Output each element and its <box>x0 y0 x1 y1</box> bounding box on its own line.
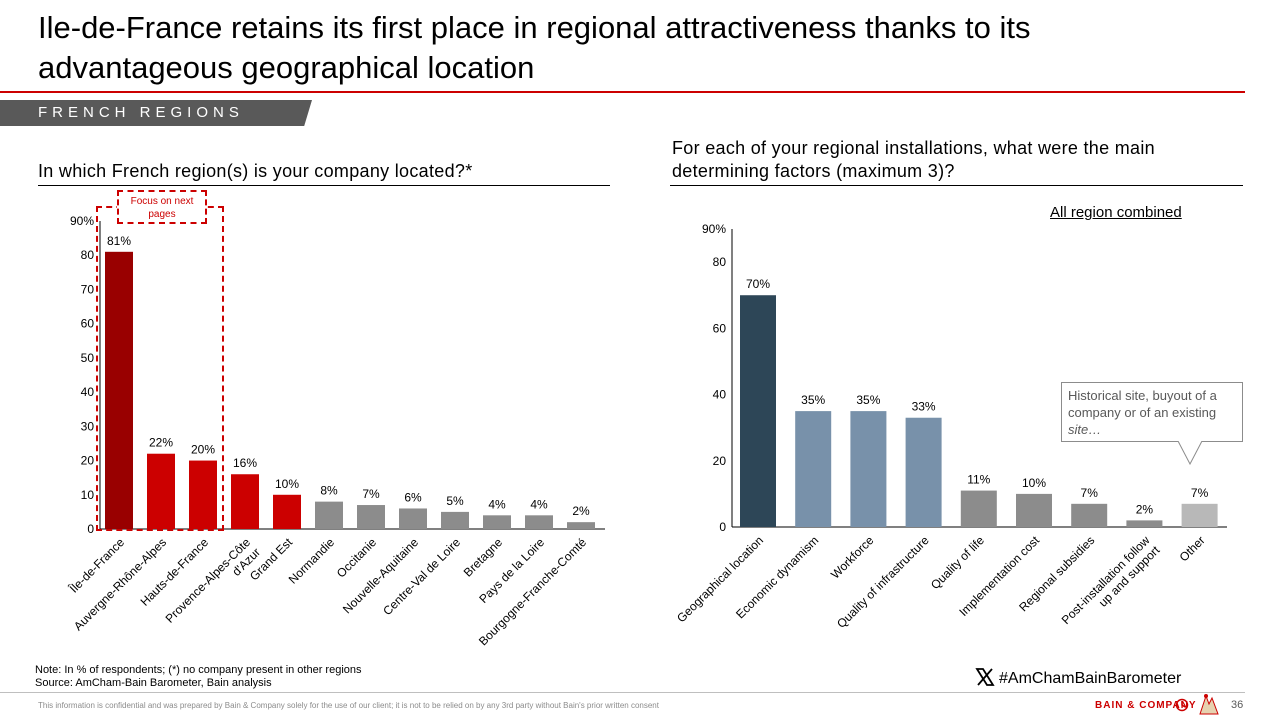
right-question: For each of your regional installations,… <box>672 138 1155 181</box>
callout-pointer <box>1178 441 1202 465</box>
note-text: Note: In % of respondents; (*) no compan… <box>35 664 362 676</box>
data-label: 8% <box>320 484 338 498</box>
slide-title: Ile-de-France retains its first place in… <box>38 10 1031 85</box>
y-tick-label: 10 <box>81 488 95 502</box>
data-label: 2% <box>572 504 590 518</box>
focus-label: Focus on next pages <box>117 190 207 224</box>
data-label: 33% <box>912 400 936 414</box>
data-label: 20% <box>191 443 215 457</box>
data-label: 7% <box>362 487 380 501</box>
bar-quality-of-infrastructure <box>905 417 942 527</box>
bar-regional-subsidies <box>1071 503 1108 527</box>
data-label: 7% <box>1081 486 1099 500</box>
y-tick-label: 80 <box>81 248 95 262</box>
category-label: Nouvelle-Aquitaine <box>340 535 421 616</box>
bar-normandie <box>315 501 343 529</box>
hashtag: #AmChamBainBarometer <box>975 667 1181 688</box>
bain-mark-icon <box>1175 698 1189 712</box>
data-label: 10% <box>275 477 299 491</box>
data-label: 4% <box>488 497 506 511</box>
bar-grand-est <box>273 494 301 529</box>
category-label: Provence-Alpes-Côted'Azur <box>163 535 264 636</box>
bar-nouvelle-aquitaine <box>399 508 427 529</box>
data-label: 22% <box>149 436 173 450</box>
bar-bourgogne-franche-comte <box>567 522 595 529</box>
data-label: 16% <box>233 456 257 470</box>
bar-bretagne <box>483 515 511 529</box>
source-text: Source: AmCham-Bain Barometer, Bain anal… <box>35 677 272 689</box>
data-label: 7% <box>1191 486 1209 500</box>
data-label: 81% <box>107 234 131 248</box>
y-tick-label: 80 <box>713 255 727 269</box>
bain-figure-icon <box>1199 694 1219 715</box>
bar-auvergne-rhone-alpes <box>147 453 175 529</box>
y-tick-label: 60 <box>713 321 727 335</box>
other-callout: Historical site, buyout of a company or … <box>1061 382 1243 442</box>
category-label: Centre-Val de Loire <box>380 535 463 618</box>
y-tick-label: 30 <box>81 419 95 433</box>
footnote: Note: In % of respondents; (*) no compan… <box>35 664 362 690</box>
bar-other <box>1181 503 1218 527</box>
title-divider <box>0 91 1245 93</box>
left-question: In which French region(s) is your compan… <box>38 161 473 181</box>
bar-provence-alpes-cote-d-azur <box>231 474 259 529</box>
data-label: 70% <box>746 277 770 291</box>
section-tag-label: FRENCH REGIONS <box>38 104 244 121</box>
focus-highlight-box <box>96 206 224 531</box>
y-tick-label: 40 <box>713 388 727 402</box>
y-tick-label: 0 <box>719 520 726 534</box>
category-label: Normandie <box>286 535 338 587</box>
bar-hauts-de-france <box>189 460 217 529</box>
chart-subtitle: All region combined <box>1050 204 1182 221</box>
data-label: 35% <box>856 393 880 407</box>
y-tick-label: 0 <box>87 522 94 536</box>
data-label: 6% <box>404 490 422 504</box>
callout-italic: site… <box>1068 422 1102 437</box>
data-label: 10% <box>1022 476 1046 490</box>
bar-workforce <box>850 411 887 527</box>
callout-text: Historical site, buyout of a company or … <box>1068 388 1217 420</box>
bar-ile-de-france <box>105 251 133 530</box>
bar-geographical-location <box>740 295 776 527</box>
bar-pays-de-la-loire <box>525 515 553 529</box>
regions-bar-chart: 0102030405060708090%81%Île-de-France22%A… <box>65 214 605 648</box>
bar-occitanie <box>357 505 385 529</box>
data-label: 4% <box>530 497 548 511</box>
y-tick-label: 90% <box>702 222 726 236</box>
bar-implementation-cost <box>1016 493 1052 527</box>
y-tick-label: 20 <box>713 454 727 468</box>
data-label: 35% <box>801 393 825 407</box>
disclaimer: This information is confidential and was… <box>38 701 659 710</box>
category-label: Workforce <box>828 533 877 582</box>
right-question-divider <box>670 185 1243 186</box>
y-tick-label: 70 <box>81 282 95 296</box>
section-tag: FRENCH REGIONS <box>0 100 312 126</box>
hashtag-text: #AmChamBainBarometer <box>999 670 1182 687</box>
brand-name: BAIN & COMPANY <box>1095 700 1197 711</box>
bar-quality-of-life <box>960 490 997 527</box>
y-tick-label: 90% <box>70 214 94 228</box>
bar-centre-val-de-loire <box>441 511 469 529</box>
footer-divider <box>0 692 1245 693</box>
category-label: Quality of life <box>928 533 987 592</box>
left-question-divider <box>38 185 610 186</box>
y-tick-label: 40 <box>81 385 95 399</box>
category-label: Quality of infrastructure <box>834 533 932 631</box>
bar-economic-dynamism <box>795 411 832 527</box>
y-tick-label: 20 <box>81 454 95 468</box>
y-tick-label: 60 <box>81 317 95 331</box>
data-label: 5% <box>446 494 464 508</box>
data-label: 2% <box>1136 502 1154 516</box>
data-label: 11% <box>967 473 990 487</box>
page-number: 36 <box>1231 699 1244 711</box>
x-logo-icon <box>975 668 995 686</box>
y-tick-label: 50 <box>81 351 95 365</box>
category-label: Other <box>1177 533 1208 564</box>
bar-post-installation-follow-up-and-support <box>1126 520 1163 527</box>
